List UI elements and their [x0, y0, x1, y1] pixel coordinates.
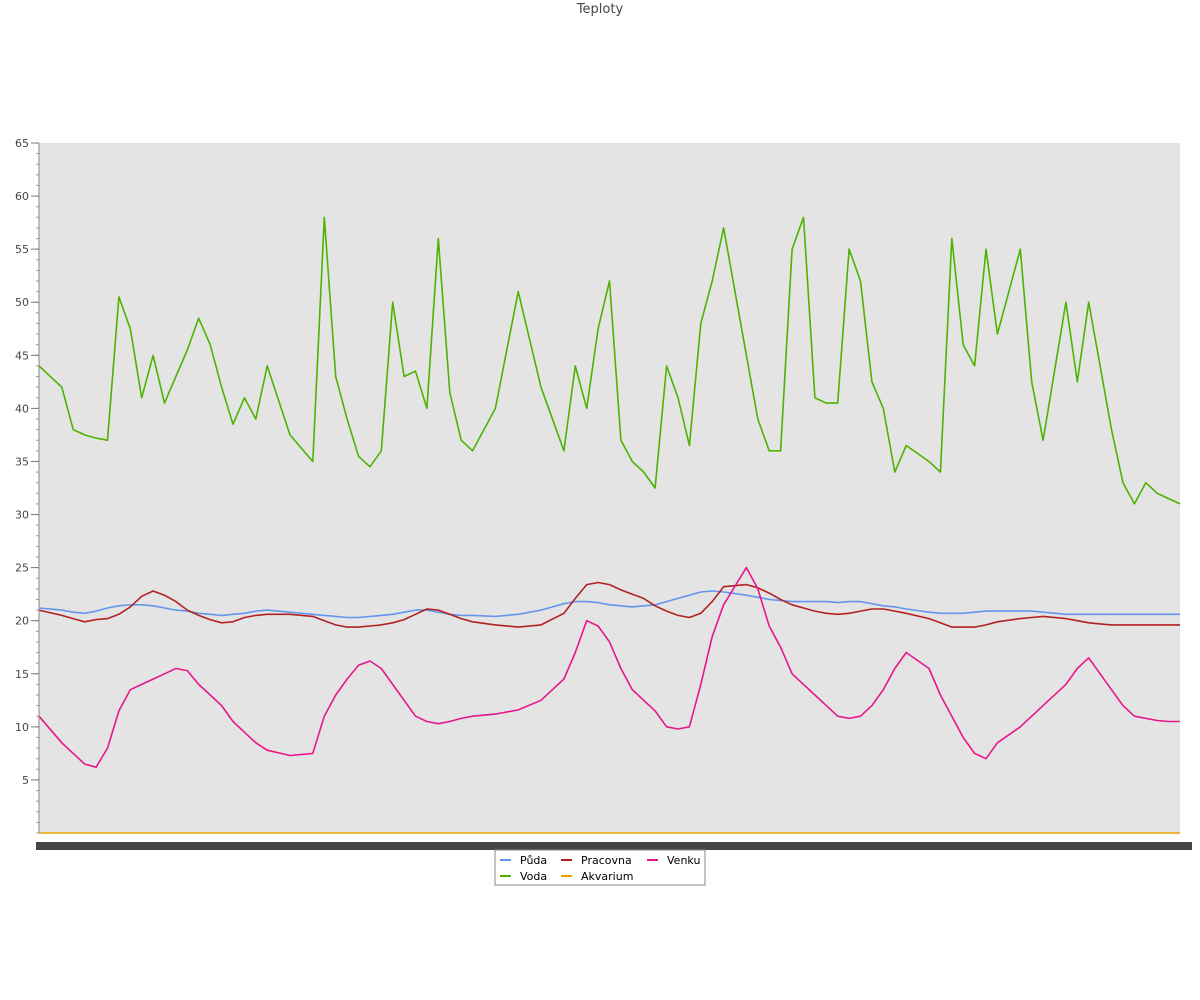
y-tick-label: 15: [15, 668, 29, 681]
y-tick-label: 50: [15, 296, 29, 309]
y-tick-label: 40: [15, 402, 29, 415]
legend-label: Akvarium: [581, 870, 633, 883]
legend: Půda Voda Pracovna Akvarium Venku: [494, 849, 706, 886]
y-tick-label: 60: [15, 190, 29, 203]
y-tick-label: 45: [15, 349, 29, 362]
y-tick-label: 30: [15, 509, 29, 522]
x-tick-labels-band: [36, 842, 1192, 850]
legend-label: Venku: [667, 854, 700, 867]
legend-box: [494, 849, 706, 886]
chart-title: Teploty: [576, 2, 624, 17]
series-layer: [38, 216, 1181, 834]
legend-label: Voda: [520, 870, 547, 883]
y-tick-label: 35: [15, 455, 29, 468]
y-tick-label: 65: [15, 137, 29, 150]
axes-layer: 5 10 15 20 25 30 35 40 45 50 55 60 65: [15, 137, 1192, 850]
series-line-p-da: [38, 590, 1180, 619]
legend-label: Půda: [520, 854, 547, 867]
y-tick-label: 20: [15, 615, 29, 628]
series-line-voda: [38, 216, 1181, 505]
series-line-pracovna: [38, 581, 1180, 628]
y-tick-label: 10: [15, 721, 29, 734]
plot-area: [39, 143, 1180, 833]
y-tick-label: 25: [15, 562, 29, 575]
y-tick-label: 55: [15, 243, 29, 256]
legend-label: Pracovna: [581, 854, 632, 867]
series-line-venku: [38, 566, 1180, 769]
y-tick-label: 5: [22, 774, 29, 787]
